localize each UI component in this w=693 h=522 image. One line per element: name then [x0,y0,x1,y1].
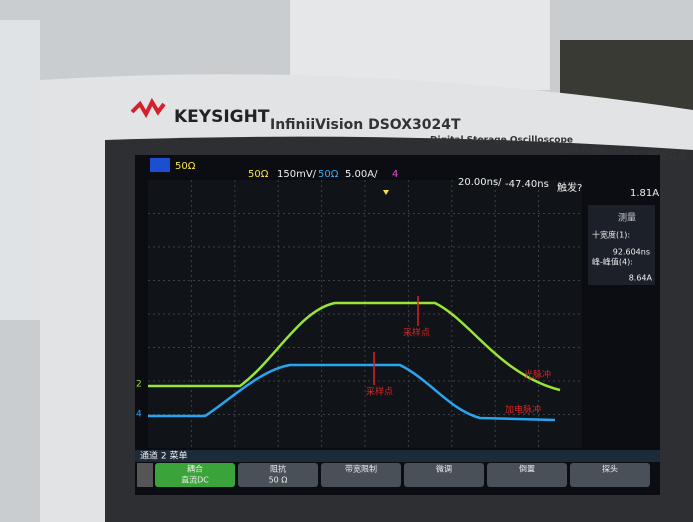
back-key[interactable] [137,463,153,487]
channel-marker: 4 [136,410,142,420]
channel-marker: 2 [136,380,142,390]
description: Digital Storage Oscilloscope [430,136,573,146]
softkey-label: 阻抗 [270,464,286,474]
menu-bar [135,450,660,462]
bandwidth: 200 MHz [560,146,604,156]
ch2-impedance: 50Ω [248,169,269,180]
ch2-scale: 150mV/ [277,169,317,180]
trigger-level: 1.81A [630,188,659,199]
machine [0,20,40,320]
annotation: 采样点 [366,386,393,398]
softkey-value: 直流DC [181,475,209,485]
trigger: 触发? [557,181,582,194]
ch1-impedance: 50Ω [175,161,196,172]
softkey-value: 50 Ω [269,476,288,485]
measure-value: 92.604ns [613,248,650,257]
annotation: 光脉冲 [524,369,551,381]
ch4-scale: 5.00A/ [345,169,378,180]
photo: KEYSIGHT InfiniiVision DSOX3024T Digital… [0,0,693,522]
softkey-label: 倒置 [519,464,535,474]
ch4-label: 4 [392,169,398,180]
softkey-label: 探头 [602,464,618,474]
menu-icon [150,158,170,172]
delay: -47.40ns [505,179,549,190]
measure-value: 8.64A [629,274,653,283]
ch4-impedance: 50Ω [318,169,339,180]
measure-title: 测量 [618,213,636,224]
menu-title: 通道 2 菜单 [140,450,187,462]
softkey-label: 微调 [436,464,452,474]
model: InfiniiVision DSOX3024T [270,117,461,133]
measure-label: 十宽度(1): [592,230,630,240]
timebase: 20.00ns/ [458,177,502,188]
brand: KEYSIGHT [174,107,270,127]
softkey-label: 带宽限制 [345,464,377,474]
measure-label: 峰-峰值(4): [592,257,633,267]
softkey-label: 耦合 [187,464,203,474]
annotation: 采样点 [403,327,430,339]
annotation: 加电脉冲 [505,404,541,416]
